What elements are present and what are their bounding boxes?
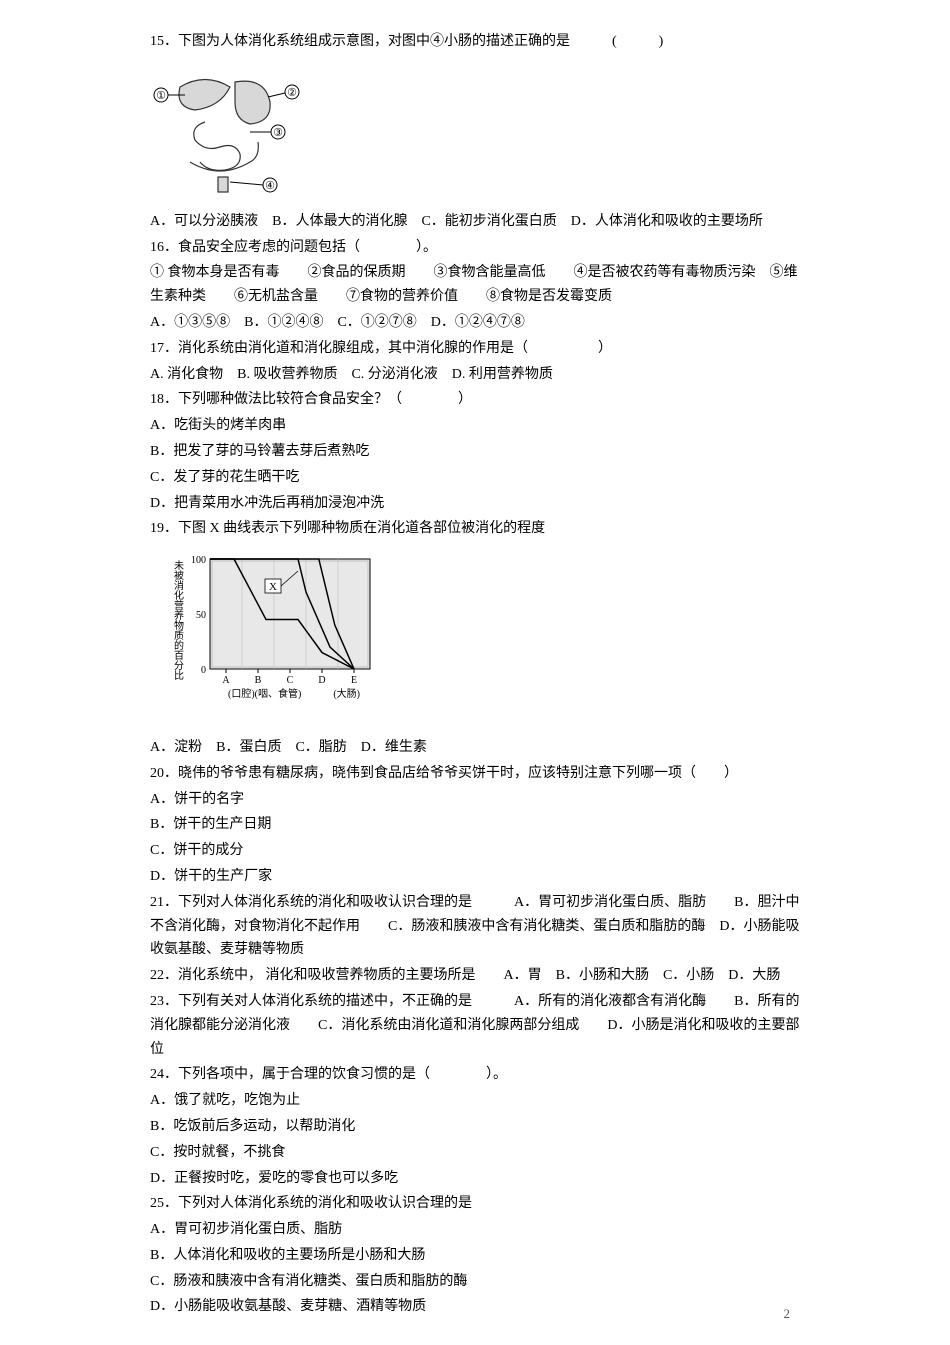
q15-stem: 15．下图为人体消化系统组成示意图，对图中④小肠的描述正确的是 ( ) <box>150 30 800 54</box>
svg-text:A: A <box>222 675 230 686</box>
svg-text:D: D <box>318 675 325 686</box>
page-number: 2 <box>784 1303 791 1325</box>
q16-items: ① 食物本身是否有毒 ②食品的保质期 ③食物含能量高低 ④是否被农药等有毒物质污… <box>150 261 800 309</box>
q15-label-4: ④ <box>265 180 275 192</box>
svg-text:0: 0 <box>201 665 206 676</box>
q25-c: C．肠液和胰液中含有消化糖类、蛋白质和脂肪的酶 <box>150 1270 800 1294</box>
svg-text:X: X <box>269 581 277 593</box>
q17-stem: 17．消化系统由消化道和消化腺组成，其中消化腺的作用是（ ） <box>150 337 800 361</box>
svg-text:B: B <box>255 675 262 686</box>
svg-text:C: C <box>287 675 294 686</box>
svg-text:(口腔)(咽、食管): (口腔)(咽、食管) <box>228 687 301 700</box>
svg-text:E: E <box>351 675 357 686</box>
q18-stem: 18．下列哪种做法比较符合食品安全？（ ） <box>150 388 800 412</box>
q25-stem: 25．下列对人体消化系统的消化和吸收认识合理的是 <box>150 1192 800 1216</box>
q15-options: A．可以分泌胰液 B．人体最大的消化腺 C．能初步消化蛋白质 D．人体消化和吸收… <box>150 210 800 234</box>
q24-a: A．饿了就吃，吃饱为止 <box>150 1089 800 1113</box>
q17-options: A. 消化食物 B. 吸收营养物质 C. 分泌消化液 D. 利用营养物质 <box>150 363 800 387</box>
q24-c: C．按时就餐，不挑食 <box>150 1141 800 1165</box>
svg-text:100: 100 <box>191 555 206 566</box>
q25-a: A．胃可初步消化蛋白质、脂肪 <box>150 1218 800 1242</box>
svg-text:比: 比 <box>174 670 184 682</box>
q19-chart: 050100未被消化营养物质的百分比ABCDE(口腔)(咽、食管)(大肠)X <box>160 549 800 728</box>
q21-stem: 21．下列对人体消化系统的消化和吸收认识合理的是 A．胃可初步消化蛋白质、脂肪 … <box>150 891 800 962</box>
q15-label-2: ② <box>287 87 297 99</box>
q20-a: A．饼干的名字 <box>150 788 800 812</box>
q25-b: B．人体消化和吸收的主要场所是小肠和大肠 <box>150 1244 800 1268</box>
q24-b: B．吃饭前后多运动，以帮助消化 <box>150 1115 800 1139</box>
q15-diagram: ① ② ③ ④ <box>150 62 800 202</box>
q15-label-1: ① <box>156 90 166 102</box>
svg-text:50: 50 <box>196 610 206 621</box>
q20-d: D．饼干的生产厂家 <box>150 865 800 889</box>
q19-options: A．淀粉 B．蛋白质 C．脂肪 D．维生素 <box>150 736 800 760</box>
q20-c: C．饼干的成分 <box>150 839 800 863</box>
q18-a: A．吃街头的烤羊肉串 <box>150 414 800 438</box>
q18-b: B．把发了芽的马铃薯去芽后煮熟吃 <box>150 440 800 464</box>
svg-text:(大肠): (大肠) <box>333 687 360 700</box>
q24-d: D．正餐按时吃，爱吃的零食也可以多吃 <box>150 1167 800 1191</box>
q18-c: C．发了芽的花生晒干吃 <box>150 466 800 490</box>
q20-b: B．饼干的生产日期 <box>150 813 800 837</box>
q23-stem: 23．下列有关对人体消化系统的描述中，不正确的是 A．所有的消化液都含有消化酶 … <box>150 990 800 1061</box>
q20-stem: 20．晓伟的爷爷患有糖尿病，晓伟到食品店给爷爷买饼干时，应该特别注意下列哪一项（… <box>150 762 800 786</box>
q15-label-3: ③ <box>273 127 283 139</box>
q16-options: A．①③⑤⑧ B．①②④⑧ C．①②⑦⑧ D．①②④⑦⑧ <box>150 311 800 335</box>
q24-stem: 24．下列各项中，属于合理的饮食习惯的是（ ）。 <box>150 1063 800 1087</box>
q18-d: D．把青菜用水冲洗后再稍加浸泡冲洗 <box>150 492 800 516</box>
q19-stem: 19．下图 X 曲线表示下列哪种物质在消化道各部位被消化的程度 <box>150 517 800 541</box>
q22-stem: 22．消化系统中， 消化和吸收营养物质的主要场所是 A．胃 B．小肠和大肠 C．… <box>150 964 800 988</box>
q16-stem: 16．食品安全应考虑的问题包括（ ）。 <box>150 236 800 260</box>
q25-d: D．小肠能吸收氨基酸、麦芽糖、酒精等物质 <box>150 1295 800 1319</box>
